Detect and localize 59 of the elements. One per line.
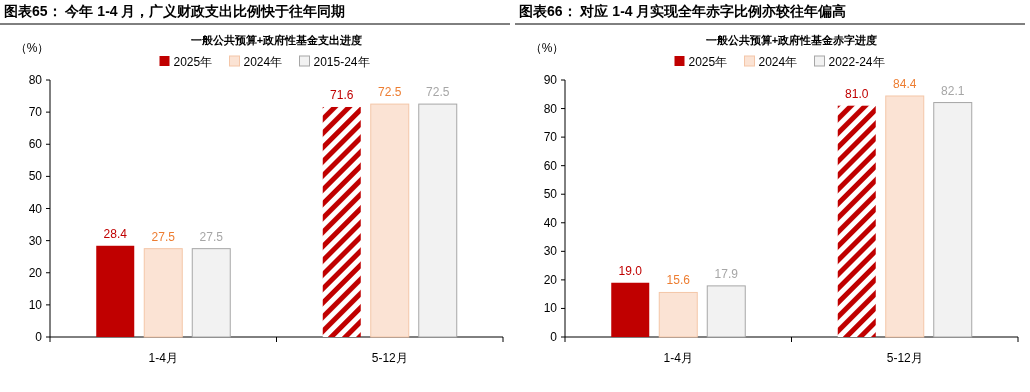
chart-subtitle: 一般公共预算+政府性基金赤字进度 <box>705 34 878 47</box>
data-label: 27.5 <box>151 229 176 244</box>
chart-subtitle: 一般公共预算+政府性基金支出进度 <box>190 34 363 47</box>
data-label: 27.5 <box>199 229 224 244</box>
y-tick-label: 50 <box>543 187 558 202</box>
data-label: 19.0 <box>618 263 643 278</box>
y-tick-label: 40 <box>543 215 558 230</box>
y-tick-label: 20 <box>543 272 558 287</box>
data-label: 82.1 <box>941 83 965 98</box>
legend-label: 2025年 <box>173 55 213 69</box>
y-tick-label: 20 <box>28 265 43 280</box>
data-label: 84.4 <box>893 76 917 91</box>
legend-label: 2024年 <box>243 55 283 69</box>
bar <box>370 103 410 338</box>
legend-label: 2015-24年 <box>313 55 370 69</box>
y-tick-label: 30 <box>28 233 43 248</box>
bar <box>191 248 231 338</box>
y-tick-label: 0 <box>550 330 558 344</box>
bar <box>143 248 183 338</box>
chart-title: 图表66： 对应 1-4 月实现全年赤字比例亦较往年偏高 <box>519 3 847 19</box>
data-label: 72.5 <box>426 85 450 100</box>
chart-title: 图表65： 今年 1-4 月，广义财政支出比例快于往年同期 <box>4 3 346 19</box>
bar <box>322 106 361 337</box>
bar <box>885 95 925 338</box>
bar <box>418 103 458 338</box>
y-tick-label: 10 <box>543 301 558 316</box>
bar <box>706 285 746 338</box>
y-tick-label: 60 <box>28 137 43 152</box>
y-tick-label: 50 <box>28 169 43 184</box>
data-label: 81.0 <box>845 86 869 101</box>
y-tick-label: 80 <box>543 101 558 116</box>
data-label: 15.6 <box>666 273 691 288</box>
y-axis-title: （%） <box>14 41 50 55</box>
x-tick-label: 5-12月 <box>371 351 408 365</box>
y-tick-label: 90 <box>543 73 558 87</box>
bar <box>933 102 973 338</box>
bar <box>96 245 135 337</box>
x-tick-label: 1-4月 <box>663 351 693 365</box>
y-tick-label: 80 <box>28 73 43 87</box>
y-tick-label: 0 <box>35 330 43 344</box>
y-tick-label: 70 <box>543 130 558 145</box>
y-tick-label: 40 <box>28 201 43 216</box>
data-label: 72.5 <box>378 85 402 100</box>
x-tick-label: 5-12月 <box>886 351 923 365</box>
y-tick-label: 70 <box>28 105 43 120</box>
bar <box>658 291 698 338</box>
data-label: 71.6 <box>330 87 354 102</box>
y-tick-label: 60 <box>543 158 558 173</box>
legend-label: 2022-24年 <box>828 55 885 69</box>
data-label: 17.9 <box>714 266 739 281</box>
y-axis-title: （%） <box>529 41 565 55</box>
x-tick-label: 1-4月 <box>148 351 178 365</box>
bar <box>837 105 876 337</box>
y-tick-label: 30 <box>543 244 558 259</box>
y-tick-label: 10 <box>28 297 43 312</box>
bar <box>611 282 650 337</box>
legend-label: 2025年 <box>688 55 728 69</box>
data-label: 28.4 <box>103 226 128 241</box>
legend-label: 2024年 <box>758 55 798 69</box>
